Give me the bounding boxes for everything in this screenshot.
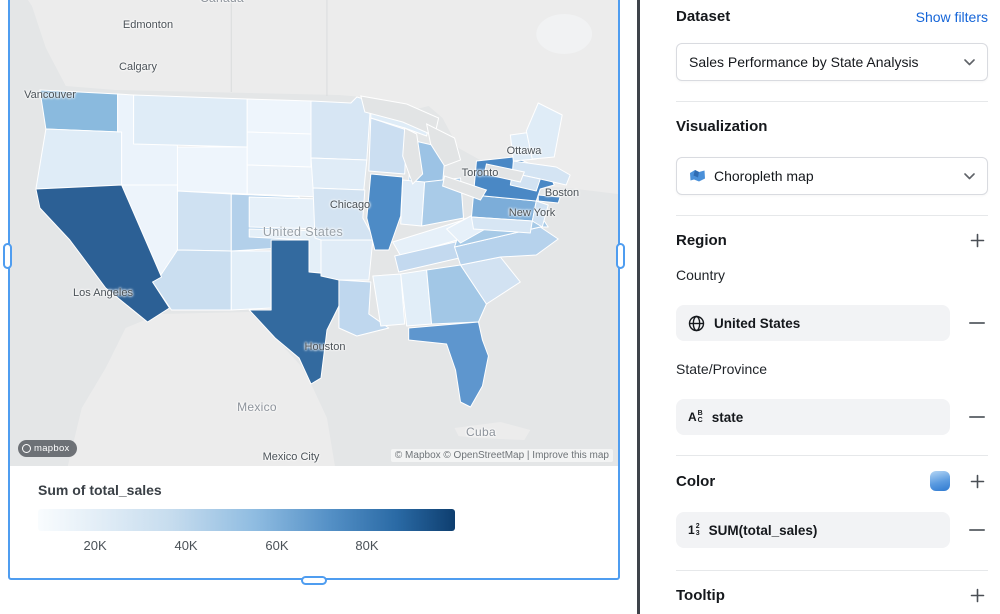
dashboard-canvas: Canada Edmonton Calgary Vancouver Ottawa…	[3, 0, 625, 585]
map-area[interactable]: Canada Edmonton Calgary Vancouver Ottawa…	[10, 0, 618, 466]
resize-handle-left[interactable]	[3, 243, 12, 269]
country-field-label: Country	[676, 267, 726, 283]
legend-ticks: 20K 40K 60K 80K	[38, 538, 455, 556]
section-divider	[676, 570, 988, 571]
visualization-section-label: Visualization	[676, 118, 768, 135]
add-region-field-button[interactable]	[966, 233, 988, 248]
us-choropleth-map[interactable]	[10, 0, 618, 466]
section-divider	[676, 101, 988, 102]
choropleth-map-icon	[689, 169, 706, 183]
map-visualization-card[interactable]: Canada Edmonton Calgary Vancouver Ottawa…	[3, 0, 625, 585]
legend-gradient-bar	[38, 509, 455, 531]
panel-divider[interactable]	[637, 0, 640, 614]
settings-panel: Dataset Show filters Sales Performance b…	[640, 0, 1000, 614]
tooltip-section-label: Tooltip	[676, 587, 725, 604]
color-scale-swatch[interactable]	[930, 471, 950, 491]
region-section-label: Region	[676, 232, 727, 249]
legend-tick: 60K	[265, 538, 289, 553]
dataset-select-value: Sales Performance by State Analysis	[689, 54, 919, 70]
resize-handle-bottom[interactable]	[301, 576, 327, 585]
country-field-value: United States	[714, 315, 801, 331]
map-legend: Sum of total_sales 20K 40K 60K 80K	[10, 466, 618, 556]
add-tooltip-field-button[interactable]	[966, 588, 988, 603]
resize-handle-right[interactable]	[616, 243, 625, 269]
color-section-label: Color	[676, 472, 716, 490]
show-filters-link[interactable]: Show filters	[915, 8, 988, 25]
country-field-pill[interactable]: United States	[676, 305, 950, 341]
mapbox-logo[interactable]: mapbox	[18, 440, 77, 457]
map-attribution[interactable]: © Mapbox © OpenStreetMap | Improve this …	[390, 449, 613, 462]
legend-title: Sum of total_sales	[38, 482, 162, 498]
remove-color-field-button[interactable]	[966, 528, 988, 532]
color-field-value: SUM(total_sales)	[708, 522, 818, 538]
visualization-select[interactable]: Choropleth map	[676, 157, 988, 195]
state-field-label: State/Province	[676, 361, 768, 377]
map-card-frame: Canada Edmonton Calgary Vancouver Ottawa…	[8, 0, 620, 580]
add-color-field-button[interactable]	[966, 474, 988, 489]
mapbox-logo-text: mapbox	[34, 443, 70, 454]
remove-country-field-button[interactable]	[966, 321, 988, 325]
legend-tick: 40K	[174, 538, 198, 553]
remove-state-field-button[interactable]	[966, 415, 988, 419]
chevron-down-icon	[964, 58, 975, 65]
dataset-select[interactable]: Sales Performance by State Analysis	[676, 43, 988, 81]
chevron-down-icon	[964, 172, 975, 179]
globe-icon	[688, 315, 705, 332]
mapbox-logo-icon	[22, 444, 31, 453]
legend-tick: 20K	[83, 538, 107, 553]
visualization-select-value: Choropleth map	[714, 168, 814, 184]
dataset-section-label: Dataset	[676, 8, 731, 25]
legend-tick: 80K	[355, 538, 379, 553]
section-divider	[676, 455, 988, 456]
section-divider	[676, 215, 988, 216]
state-field-value: state	[711, 409, 744, 425]
